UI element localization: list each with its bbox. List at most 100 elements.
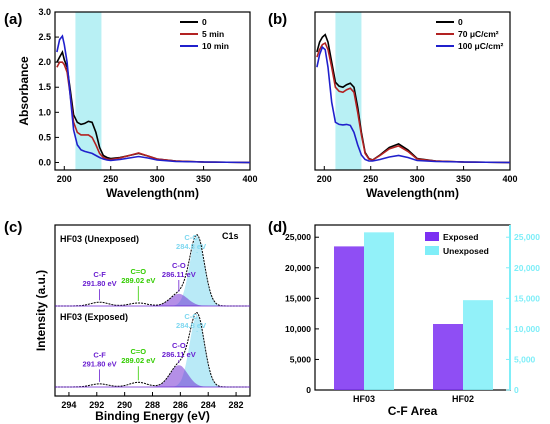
y-tick-label-left: 0 bbox=[306, 385, 311, 395]
peak-name: C=O bbox=[130, 267, 146, 276]
y-tick-label-left: 10,000 bbox=[285, 324, 311, 334]
y-tick-label-right: 0 bbox=[514, 385, 519, 395]
y-tick-label-right: 15,000 bbox=[514, 293, 540, 303]
c-o-peak-fill bbox=[138, 365, 223, 387]
plot-frame bbox=[314, 11, 511, 171]
plot-frame bbox=[54, 11, 251, 171]
y-tick-label-right: 10,000 bbox=[514, 324, 540, 334]
x-tick-label: 350 bbox=[196, 174, 211, 184]
y-tick-label-left: 20,000 bbox=[285, 263, 311, 273]
peak-name: C-F bbox=[93, 350, 106, 359]
y-axis-label: Absorbance bbox=[17, 56, 31, 126]
bar-unexposed-hf02 bbox=[463, 300, 493, 390]
legend-swatch bbox=[425, 246, 439, 255]
series-line-1 bbox=[56, 61, 251, 164]
y-tick-label: 1.5 bbox=[38, 82, 51, 92]
c-c-peak-fill bbox=[55, 236, 250, 306]
category-label: HF03 bbox=[353, 394, 375, 404]
legend-label: 0 bbox=[458, 17, 463, 27]
x-tick-label: 400 bbox=[242, 174, 257, 184]
y-axis-label: Intensity (a.u.) bbox=[34, 270, 48, 351]
c-c-peak-fill bbox=[55, 315, 250, 387]
legend-label: 0 bbox=[202, 17, 207, 27]
envelope-line bbox=[55, 233, 249, 307]
y-tick-label: 0.5 bbox=[38, 132, 51, 142]
panel-label: (b) bbox=[268, 11, 287, 28]
x-tick-label: 282 bbox=[229, 400, 244, 410]
y-tick-label-left: 15,000 bbox=[285, 293, 311, 303]
bar-unexposed-hf03 bbox=[364, 232, 394, 390]
x-tick-label: 294 bbox=[61, 400, 76, 410]
panel-label: (d) bbox=[268, 219, 287, 236]
legend-label: Unexposed bbox=[443, 246, 489, 256]
legend-label: 5 min bbox=[202, 29, 224, 39]
x-axis-label: Wavelength(nm) bbox=[106, 186, 199, 200]
series-line-2 bbox=[56, 34, 251, 164]
y-tick-label-right: 20,000 bbox=[514, 263, 540, 273]
category-label: HF02 bbox=[452, 394, 474, 404]
bar-exposed-hf02 bbox=[433, 324, 463, 390]
bar-exposed-hf03 bbox=[334, 246, 364, 390]
peak-name: C-C bbox=[184, 233, 198, 242]
x-tick-label: 300 bbox=[150, 174, 165, 184]
y-tick-label-right: 5,000 bbox=[514, 354, 536, 364]
x-tick-label: 400 bbox=[502, 174, 517, 184]
subpanel-title: HF03 (Unexposed) bbox=[60, 234, 139, 244]
x-tick-label: 350 bbox=[456, 174, 471, 184]
x-axis-label: C-F Area bbox=[388, 404, 438, 418]
x-tick-label: 250 bbox=[103, 174, 118, 184]
peak-value: 289.02 eV bbox=[121, 276, 155, 285]
c-o-peak-fill bbox=[138, 293, 223, 306]
panel-a: 200 250 300 350 400 0.0 0.5 1.0 1.5 2.0 2.5 3.0 Wave… bbox=[4, 7, 258, 200]
peak-value: 286.11 eV bbox=[162, 350, 196, 359]
panel-d: 0 0 5,000 5,000 10,000 10,000 15,000 15,000 20,0… bbox=[268, 219, 540, 418]
x-tick-label: 200 bbox=[317, 174, 332, 184]
x-tick-label: 284 bbox=[201, 400, 216, 410]
peak-name: C-C bbox=[184, 312, 198, 321]
peak-name: C-O bbox=[172, 261, 186, 270]
x-tick-label: 250 bbox=[363, 174, 378, 184]
legend-label: 100 μC/cm² bbox=[458, 41, 504, 51]
peak-name: C=O bbox=[130, 347, 146, 356]
y-tick-label-right: 25,000 bbox=[514, 232, 540, 242]
peak-value: 284.8 eV bbox=[176, 242, 206, 251]
x-axis-label: Binding Energy (eV) bbox=[95, 409, 210, 423]
y-tick-label: 3.0 bbox=[38, 7, 51, 17]
series-line-0 bbox=[316, 33, 511, 164]
series-line-1 bbox=[316, 41, 511, 164]
peak-value: 291.80 eV bbox=[82, 359, 116, 368]
peak-value: 289.02 eV bbox=[121, 356, 155, 365]
peak-name: C-F bbox=[93, 270, 106, 279]
y-tick-label: 1.0 bbox=[38, 107, 51, 117]
x-tick-label: 286 bbox=[173, 400, 188, 410]
y-tick-label-left: 5,000 bbox=[290, 354, 312, 364]
legend-label: Exposed bbox=[443, 232, 478, 242]
legend-swatch bbox=[425, 232, 439, 241]
y-tick-label-left: 25,000 bbox=[285, 232, 311, 242]
plot-frame bbox=[54, 224, 251, 397]
x-axis-label: Wavelength(nm) bbox=[366, 186, 459, 200]
y-tick-label: 0.0 bbox=[38, 157, 51, 167]
peak-value: 291.80 eV bbox=[82, 279, 116, 288]
peak-name: C-O bbox=[172, 341, 186, 350]
y-tick-label: 2.5 bbox=[38, 32, 51, 42]
panel-label: (a) bbox=[4, 11, 22, 28]
x-tick-label: 288 bbox=[145, 400, 160, 410]
highlight-band bbox=[75, 12, 102, 170]
x-tick-label: 292 bbox=[89, 400, 104, 410]
corner-label: C1s bbox=[222, 231, 239, 241]
y-tick-label: 2.0 bbox=[38, 57, 51, 67]
peak-value: 284.8 eV bbox=[176, 321, 206, 330]
panel-label: (c) bbox=[4, 219, 22, 236]
envelope-line bbox=[55, 312, 249, 388]
series-line-2 bbox=[316, 45, 511, 164]
legend-label: 10 min bbox=[202, 41, 229, 51]
subpanel-title: HF03 (Exposed) bbox=[60, 312, 128, 322]
peak-value: 286.11 eV bbox=[162, 270, 196, 279]
panel-b: 200 250 300 350 400 Wavelength(nm) (b) 0 70 μC/c… bbox=[268, 11, 518, 200]
x-tick-label: 290 bbox=[117, 400, 132, 410]
x-tick-label: 300 bbox=[410, 174, 425, 184]
legend-label: 70 μC/cm² bbox=[458, 29, 499, 39]
